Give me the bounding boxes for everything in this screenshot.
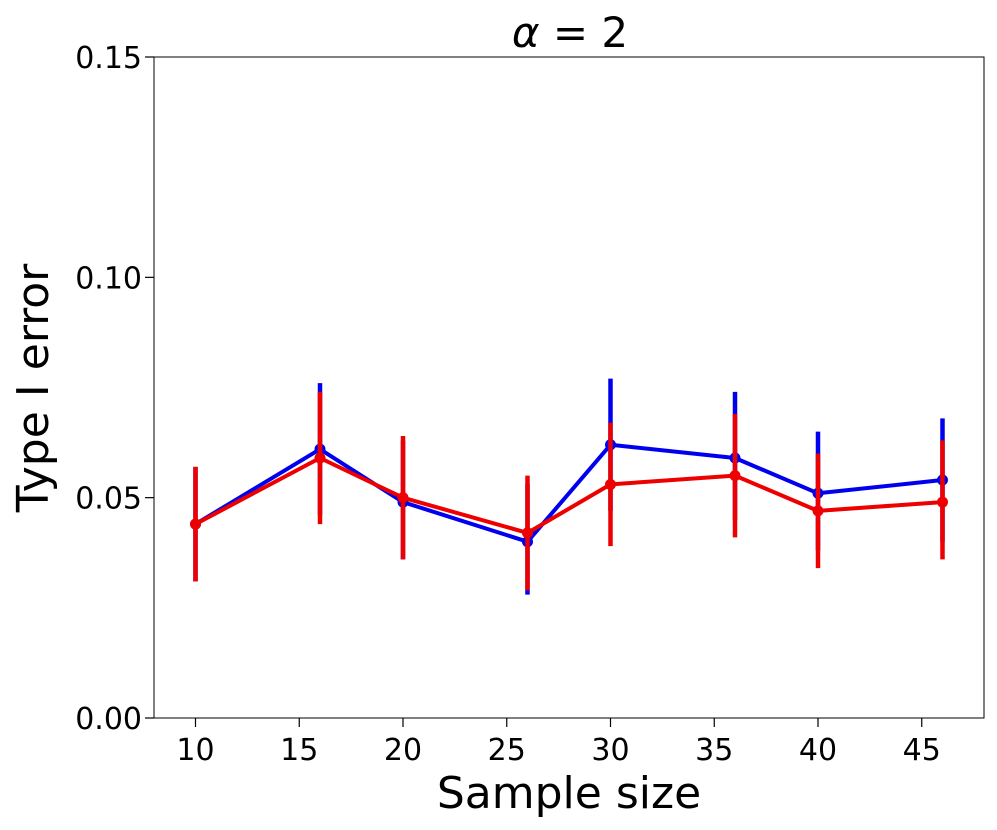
y-tick-label: 0.15 [75, 41, 142, 76]
x-tick-label: 10 [176, 733, 214, 768]
y-axis: 0.00 0.05 0.10 0.15 [75, 41, 154, 737]
series-line-red [194, 456, 943, 535]
data-point-red [812, 505, 824, 517]
data-point-red [937, 496, 948, 508]
series-layer [190, 378, 948, 595]
x-tick-label: 40 [799, 733, 837, 768]
chart-title: α = 2 [512, 8, 628, 57]
series-line-blue [194, 442, 943, 544]
x-tick-label: 45 [903, 733, 941, 768]
data-point-red [397, 492, 409, 504]
data-point-red [522, 527, 533, 539]
y-tick-label: 0.00 [75, 702, 142, 737]
data-point-red [605, 478, 616, 490]
data-point-red [314, 452, 326, 464]
series-blue [190, 378, 948, 595]
y-tick-label: 0.05 [75, 482, 142, 517]
x-tick-label: 20 [384, 733, 422, 768]
data-point-red [190, 518, 201, 530]
x-tick-label: 35 [695, 733, 733, 768]
y-tick-label: 0.10 [75, 261, 142, 296]
data-point-red [729, 470, 741, 482]
x-tick-label: 15 [280, 733, 318, 768]
series-red [190, 391, 948, 591]
title-alpha-symbol: α [512, 8, 540, 57]
title-value: = 2 [540, 8, 629, 57]
x-axis-label: Sample size [437, 768, 701, 819]
x-tick-label: 25 [488, 733, 526, 768]
x-axis: 10 15 20 25 30 35 40 45 [176, 718, 941, 768]
x-tick-label: 30 [591, 733, 629, 768]
plot-area-frame [153, 56, 985, 719]
y-axis-label: Type I error [8, 263, 59, 513]
